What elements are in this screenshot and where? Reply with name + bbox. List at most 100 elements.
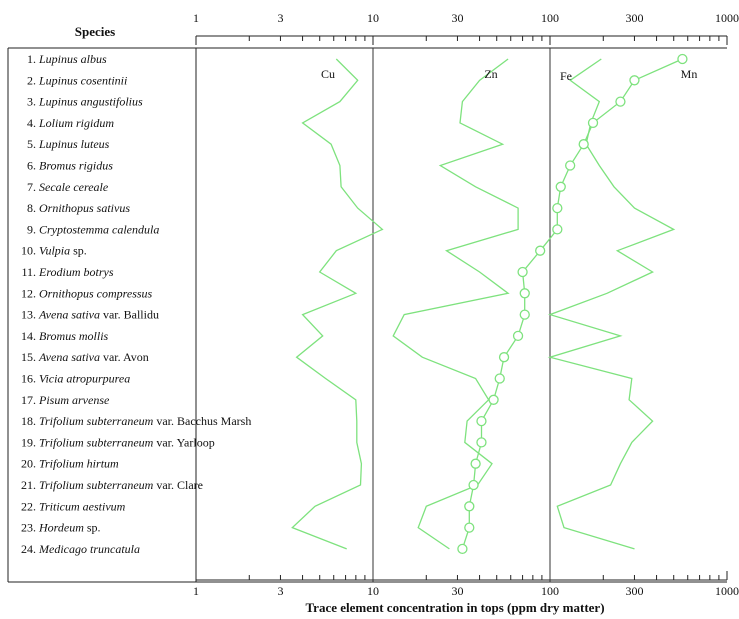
species-suffix: var. Clare xyxy=(153,478,203,492)
species-number-label: 10. xyxy=(21,244,36,258)
mn-markers xyxy=(457,53,688,555)
species-name: Bromus rigidus xyxy=(39,159,113,173)
species-number-label: 11. xyxy=(21,265,36,279)
species-row: Triticum aestivum xyxy=(39,499,126,513)
species-row: Bromus mollis xyxy=(39,329,109,343)
species-number-label: 3. xyxy=(27,95,36,109)
mn-point xyxy=(552,224,563,235)
species-row: Medicago truncatula xyxy=(38,542,140,556)
species-number-label: 12. xyxy=(21,286,36,300)
species-name: Secale cereale xyxy=(39,180,109,194)
series-lines xyxy=(291,58,683,550)
species-row: Avena sativa var. Avon xyxy=(38,350,149,364)
species-name: Ornithopus sativus xyxy=(39,201,130,215)
mn-point xyxy=(464,501,475,512)
species-suffix: sp. xyxy=(84,521,101,535)
bottom-tick-label: 1000 xyxy=(715,584,739,598)
species-number-label: 24. xyxy=(21,542,36,556)
series-line-zn xyxy=(392,58,519,550)
top-tick-label: 10 xyxy=(367,11,379,25)
species-row: Trifolium subterraneum var. Clare xyxy=(39,478,203,492)
mn-point xyxy=(476,415,487,427)
species-name: Pisum arvense xyxy=(38,393,110,407)
species-number-label: 7. xyxy=(27,180,36,194)
species-name: Medicago truncatula xyxy=(38,542,140,556)
series-label-cu: Cu xyxy=(321,67,335,81)
species-name: Vulpia xyxy=(39,244,70,258)
bottom-tick-label: 30 xyxy=(451,584,463,598)
series-labels: Cu Zn Fe Mn xyxy=(321,67,697,83)
species-number-label: 20. xyxy=(21,457,36,471)
species-row: Lupinus luteus xyxy=(38,137,110,151)
species-number-label: 9. xyxy=(27,222,36,236)
species-number-label: 15. xyxy=(21,350,36,364)
species-row: Ornithopus sativus xyxy=(39,201,130,215)
x-axis-label: Trace element concentration in tops (ppm… xyxy=(305,600,604,615)
bottom-tick-label: 1 xyxy=(193,584,199,598)
mn-point xyxy=(555,181,566,192)
species-row: Lupinus cosentinii xyxy=(38,73,127,87)
species-row: Cryptostemma calendula xyxy=(39,222,159,236)
top-tick-label: 1000 xyxy=(715,11,739,25)
species-suffix: var. Bacchus Marsh xyxy=(153,414,251,428)
species-name: Trifolium subterraneum xyxy=(39,435,154,449)
species-row: Secale cereale xyxy=(39,180,109,194)
species-row: Hordeum sp. xyxy=(38,521,101,535)
species-number-label: 21. xyxy=(21,478,36,492)
species-name: Avena sativa xyxy=(38,308,100,322)
species-suffix: sp. xyxy=(70,244,87,258)
mn-point xyxy=(587,117,599,129)
species-number-label: 4. xyxy=(27,116,36,130)
species-name: Avena sativa xyxy=(38,350,100,364)
species-name: Bromus mollis xyxy=(39,329,109,343)
mn-point xyxy=(476,437,487,448)
species-row: Erodium botrys xyxy=(38,265,114,279)
mn-point xyxy=(552,202,563,214)
top-tick-label: 100 xyxy=(541,11,559,25)
species-number-label: 2. xyxy=(27,73,36,87)
species-name: Erodium botrys xyxy=(38,265,114,279)
species-number-label: 14. xyxy=(21,329,36,343)
species-number-label: 23. xyxy=(21,521,36,535)
bottom-tick-label: 100 xyxy=(541,584,559,598)
mn-point xyxy=(464,522,475,533)
mn-point xyxy=(565,160,576,171)
species-name: Trifolium subterraneum xyxy=(39,414,154,428)
mn-point xyxy=(615,96,626,107)
species-number-label: 13. xyxy=(21,308,36,322)
species-suffix: var. Avon xyxy=(100,350,149,364)
species-row: Lupinus angustifolius xyxy=(38,95,143,109)
species-row: Avena sativa var. Ballidu xyxy=(38,308,159,322)
mn-point xyxy=(519,309,530,320)
species-name: Trifolium subterraneum xyxy=(39,478,154,492)
species-number-label: 5. xyxy=(27,137,36,151)
species-name: Lupinus luteus xyxy=(38,137,110,151)
mn-point xyxy=(470,458,481,469)
mn-point xyxy=(512,330,524,342)
series-line-mn xyxy=(461,58,683,550)
species-number-label: 6. xyxy=(27,159,36,173)
species-row: Trifolium subterraneum var. Yarloop xyxy=(39,435,215,449)
species-name: Lupinus angustifolius xyxy=(38,95,143,109)
top-tick-label: 3 xyxy=(277,11,283,25)
chart-frame xyxy=(7,47,727,583)
mn-point xyxy=(494,373,505,384)
species-number-label: 1. xyxy=(27,52,36,66)
species-row: Ornithopus compressus xyxy=(39,286,153,300)
top-tick-label: 1 xyxy=(193,11,199,25)
species-row: Lolium rigidum xyxy=(38,116,114,130)
species-name: Triticum aestivum xyxy=(39,499,126,513)
bottom-tick-label: 300 xyxy=(625,584,643,598)
species-row: Lupinus albus xyxy=(38,52,107,66)
species-name: Lupinus albus xyxy=(38,52,107,66)
species-number-label: 22. xyxy=(21,499,36,513)
species-row: Bromus rigidus xyxy=(39,159,113,173)
species-row: Trifolium subterraneum var. Bacchus Mars… xyxy=(39,414,251,428)
species-name: Lolium rigidum xyxy=(38,116,114,130)
top-tick-label: 30 xyxy=(451,11,463,25)
series-label-mn: Mn xyxy=(681,67,698,81)
top-tick-label: 300 xyxy=(625,11,643,25)
species-header: Species xyxy=(75,24,115,39)
